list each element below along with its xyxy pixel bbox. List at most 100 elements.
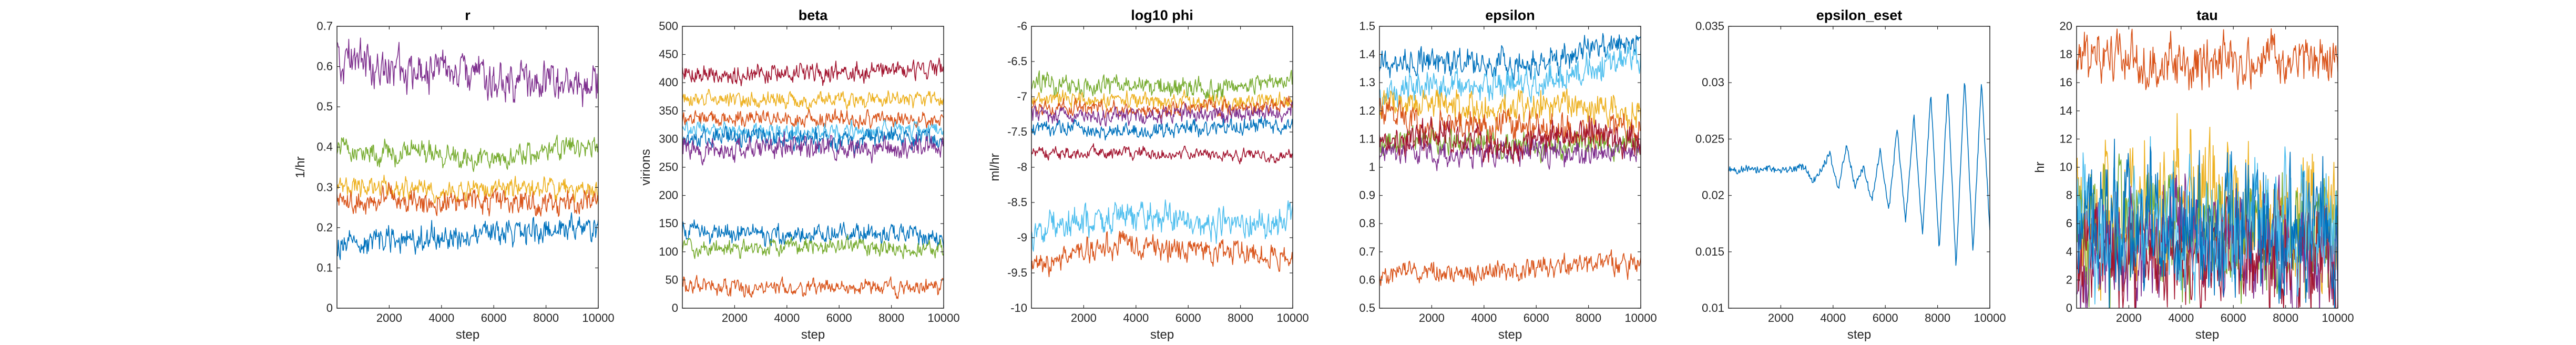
y-tick-label-2-3: -8.5 [1007, 196, 1027, 209]
trace-line-0-4 [337, 212, 598, 260]
y-tick-label-0-7: 0.7 [316, 19, 333, 33]
y-axis-label-0: 1/hr [293, 156, 308, 178]
y-tick-label-4-5: 0.035 [1695, 19, 1724, 33]
panel-0-axes-box [336, 26, 599, 309]
panel-3-traces [1379, 33, 1641, 286]
y-tick-label-1-8: 400 [659, 76, 678, 89]
x-tick-label-0-4: 10000 [582, 311, 614, 324]
trace-line-3-6 [1379, 115, 1641, 164]
chart-title-1: beta [799, 7, 829, 23]
y-tick-label-4-3: 0.025 [1695, 132, 1724, 145]
x-axis-label-3: step [1498, 328, 1522, 342]
x-tick-label-2-1: 4000 [1123, 311, 1149, 324]
y-tick-label-1-10: 500 [659, 19, 678, 33]
y-tick-label-2-0: -10 [1010, 301, 1027, 314]
y-tick-label-3-1: 0.6 [1359, 273, 1375, 286]
trace-line-1-5 [682, 131, 944, 166]
y-tick-label-5-0: 0 [2066, 301, 2072, 314]
x-tick-label-2-2: 6000 [1175, 311, 1201, 324]
panel-1: 2000 4000 6000 8000 10000 0 50 100 150 200 250 300 3… [639, 7, 960, 342]
y-tick-label-3-4: 0.9 [1359, 189, 1375, 202]
trace-line-1-0 [682, 57, 944, 87]
trace-line-1-2 [682, 108, 944, 130]
y-tick-label-1-0: 0 [672, 301, 678, 314]
x-tick-label-0-0: 2000 [376, 311, 402, 324]
y-tick-label-3-3: 0.8 [1359, 217, 1375, 230]
x-tick-label-1-1: 4000 [774, 311, 800, 324]
trace-line-3-7 [1379, 249, 1641, 286]
x-axis-label-1: step [801, 328, 825, 342]
trace-line-5-0 [2077, 28, 2338, 90]
y-tick-label-2-7: -6.5 [1007, 55, 1027, 68]
y-tick-label-1-9: 450 [659, 48, 678, 61]
x-tick-label-1-4: 10000 [927, 311, 959, 324]
y-tick-label-1-2: 100 [659, 245, 678, 258]
chart-title-0: r [465, 7, 471, 23]
x-tick-label-1-3: 8000 [878, 311, 904, 324]
y-tick-label-0-1: 0.1 [316, 261, 333, 274]
x-axis-label-2: step [1150, 328, 1174, 342]
x-tick-label-3-3: 8000 [1576, 311, 1601, 324]
y-tick-label-1-5: 250 [659, 160, 678, 174]
panel-3: 2000 4000 6000 8000 10000 0.5 0.6 0.7 0.8 0.9 1 1.1… [1359, 7, 1657, 342]
x-tick-label-0-3: 8000 [533, 311, 559, 324]
y-tick-label-5-5: 10 [2060, 160, 2072, 174]
panel-5-traces [2077, 28, 2338, 308]
y-tick-label-1-1: 50 [666, 273, 678, 286]
y-tick-label-3-10: 1.5 [1359, 19, 1375, 33]
panel-5: 2000 4000 6000 8000 10000 0 2 4 6 8 10 12 14 16 18 20 ta… [2033, 7, 2354, 342]
x-tick-label-3-1: 4000 [1471, 311, 1497, 324]
y-tick-label-0-0: 0 [326, 301, 333, 314]
trace-line-3-2 [1379, 88, 1641, 130]
y-axis-label-1: virions [639, 149, 653, 185]
trace-line-1-6 [682, 219, 944, 249]
x-tick-label-2-0: 2000 [1071, 311, 1097, 324]
trace-line-1-4 [682, 125, 944, 155]
y-tick-label-4-1: 0.015 [1695, 245, 1724, 258]
x-tick-label-4-1: 4000 [1820, 311, 1846, 324]
y-tick-label-5-10: 20 [2060, 19, 2072, 33]
trace-line-4-0 [1729, 83, 1990, 266]
y-tick-label-3-0: 0.5 [1359, 301, 1375, 314]
y-tick-label-4-4: 0.03 [1702, 76, 1724, 89]
trace-line-0-0 [337, 37, 598, 107]
y-tick-label-3-6: 1.1 [1359, 132, 1375, 145]
x-tick-label-5-2: 6000 [2221, 311, 2246, 324]
y-tick-label-3-8: 1.3 [1359, 76, 1375, 89]
y-tick-label-1-4: 200 [659, 189, 678, 202]
y-tick-label-5-1: 2 [2066, 273, 2072, 286]
y-axis-label-2: ml/hr [988, 153, 1002, 181]
y-tick-label-1-6: 300 [659, 132, 678, 145]
panel-4: 2000 4000 6000 8000 10000 0.01 0.015 0.02 0.025 0… [1695, 7, 2006, 342]
trace-line-5-6 [2077, 138, 2338, 308]
y-tick-label-2-8: -6 [1017, 19, 1027, 33]
chart-title-2: log10 phi [1131, 7, 1193, 23]
y-tick-label-5-2: 4 [2066, 245, 2072, 258]
y-tick-label-5-6: 12 [2060, 132, 2072, 145]
chart-title-3: epsilon [1485, 7, 1535, 23]
x-tick-label-3-4: 10000 [1624, 311, 1657, 324]
trace-line-2-5 [1031, 143, 1293, 165]
trace-line-1-7 [682, 235, 944, 259]
y-tick-label-2-2: -9 [1017, 231, 1027, 244]
x-tick-label-0-2: 6000 [481, 311, 507, 324]
y-tick-label-3-9: 1.4 [1359, 48, 1375, 61]
x-tick-label-3-0: 2000 [1419, 311, 1445, 324]
x-axis-label-5: step [2195, 328, 2219, 342]
y-tick-label-2-6: -7 [1017, 90, 1027, 103]
y-tick-label-2-4: -8 [1017, 160, 1027, 174]
x-tick-label-1-0: 2000 [722, 311, 748, 324]
x-tick-label-5-0: 2000 [2116, 311, 2142, 324]
y-tick-label-3-7: 1.2 [1359, 104, 1375, 117]
y-tick-label-0-2: 0.2 [316, 221, 333, 234]
x-axis-label-4: step [1847, 328, 1871, 342]
y-tick-label-3-5: 1 [1369, 160, 1375, 174]
y-tick-label-5-3: 6 [2066, 217, 2072, 230]
x-tick-label-4-0: 2000 [1768, 311, 1794, 324]
y-tick-label-5-8: 16 [2060, 76, 2072, 89]
panel-1-traces [682, 57, 944, 299]
trace-line-0-3 [337, 182, 598, 217]
y-tick-label-2-5: -7.5 [1007, 125, 1027, 138]
trace-line-0-2 [337, 175, 598, 205]
y-tick-label-5-9: 18 [2060, 48, 2072, 61]
